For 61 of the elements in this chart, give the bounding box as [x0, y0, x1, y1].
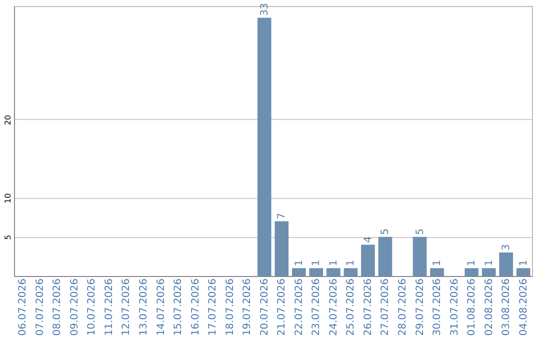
bar	[464, 268, 478, 276]
y-tick-label: 10	[4, 193, 12, 204]
x-tick-label: 31.07.2026	[449, 278, 460, 336]
data-label: 1	[346, 260, 357, 266]
data-label: 1	[311, 260, 322, 266]
x-tick-label: 26.07.2026	[362, 278, 374, 336]
x-tick-label: 11.07.2026	[104, 278, 115, 336]
x-tick-label: 30.07.2026	[432, 278, 444, 336]
x-tick-label: 16.07.2026	[190, 278, 202, 336]
data-label: 1	[328, 260, 340, 266]
x-tick-label: 04.08.2026	[518, 278, 530, 336]
data-label: 33	[259, 3, 270, 16]
x-tick-label: 03.08.2026	[501, 278, 512, 336]
x-tick-label: 09.07.2026	[69, 278, 80, 336]
bar	[257, 18, 272, 276]
bar	[516, 268, 530, 276]
x-tick-label: 13.07.2026	[138, 278, 150, 336]
x-tick-label: 06.07.2026	[18, 278, 29, 336]
x-tick-label: 12.07.2026	[121, 278, 132, 336]
x-tick-label: 19.07.2026	[242, 278, 254, 336]
y-tick-label: 20	[4, 114, 12, 126]
x-tick-label: 21.07.2026	[276, 278, 288, 336]
data-label: 5	[380, 228, 392, 235]
y-tick-label: 5	[4, 234, 12, 240]
data-label: 4	[362, 236, 374, 243]
bar	[482, 268, 496, 276]
bar	[274, 221, 289, 276]
x-tick-label: 25.07.2026	[346, 278, 357, 336]
bar	[326, 268, 340, 276]
data-label: 3	[501, 244, 512, 251]
bar	[361, 244, 375, 276]
bar	[378, 236, 392, 276]
x-tick-label: 18.07.2026	[224, 278, 236, 336]
data-label: 1	[466, 260, 478, 266]
x-tick-label: 01.08.2026	[466, 278, 478, 336]
x-tick-label: 22.07.2026	[294, 278, 305, 336]
data-label: 1	[294, 260, 305, 266]
x-tick-label: 27.07.2026	[380, 278, 392, 336]
data-label: 5	[414, 228, 426, 235]
bar	[292, 268, 306, 276]
bar	[309, 268, 324, 276]
x-tick-label: 02.08.2026	[484, 278, 495, 336]
x-tick-label: 17.07.2026	[208, 278, 219, 336]
bar	[412, 236, 427, 276]
x-tick-label: 20.07.2026	[259, 278, 270, 336]
x-tick-label: 10.07.2026	[86, 278, 98, 336]
data-label: 1	[432, 260, 444, 266]
data-label: 7	[276, 212, 288, 220]
x-tick-label: 29.07.2026	[414, 278, 426, 336]
x-tick-label: 23.07.2026	[311, 278, 322, 336]
x-tick-label: 07.07.2026	[34, 278, 46, 336]
data-label: 1	[518, 260, 530, 266]
x-tick-label: 15.07.2026	[173, 278, 184, 336]
x-tick-label: 28.07.2026	[398, 278, 408, 336]
data-label: 1	[484, 260, 495, 266]
x-tick-label: 08.07.2026	[52, 278, 64, 336]
bar	[344, 268, 358, 276]
bar	[430, 268, 444, 276]
x-tick-label: 24.07.2026	[328, 278, 340, 336]
bar	[499, 252, 514, 276]
x-tick-label: 14.07.2026	[156, 278, 167, 336]
